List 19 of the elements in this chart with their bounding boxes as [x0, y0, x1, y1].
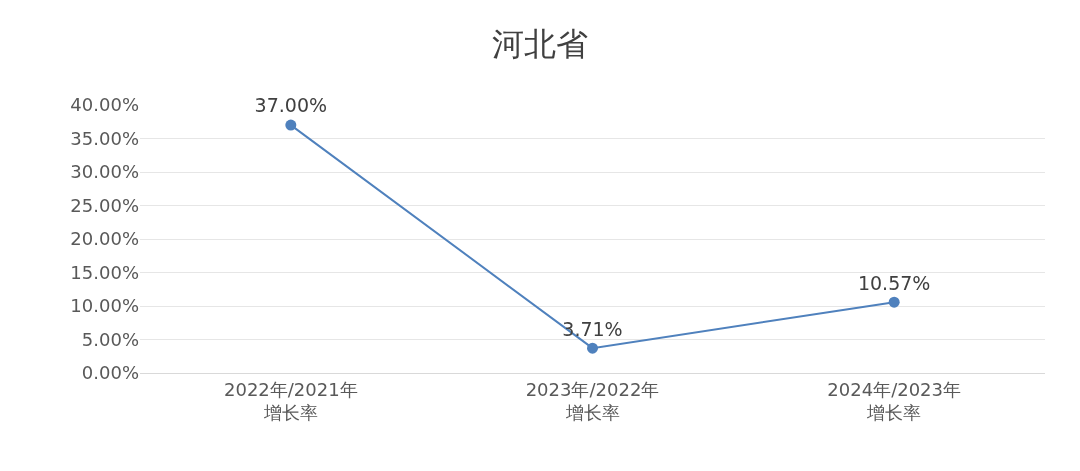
y-tick-label: 10.00% — [70, 295, 139, 317]
chart-title: 河北省 — [492, 25, 588, 64]
data-label: 3.71% — [562, 317, 623, 340]
point — [587, 342, 598, 354]
x-tick-label: 2022年/2021年增长率 — [223, 378, 358, 423]
y-tick-label: 25.00% — [70, 194, 139, 216]
y-tick-label: 35.00% — [70, 127, 139, 149]
point — [285, 119, 297, 131]
y-tick-label: 30.00% — [70, 161, 139, 183]
x-tick-label: 2024年/2023年增长率 — [827, 378, 962, 423]
y-tick-label: 40.00% — [70, 94, 139, 116]
x-tick-label: 2023年/2022年增长率 — [525, 378, 660, 423]
point — [888, 296, 900, 308]
y-tick-label: 15.00% — [70, 261, 139, 283]
data-label: 37.00% — [254, 94, 328, 117]
data-label: 10.57% — [857, 271, 931, 294]
y-tick-label: 5.00% — [81, 328, 139, 350]
y-tick-label: 0.00% — [81, 362, 139, 384]
y-tick-label: 20.00% — [70, 228, 139, 250]
